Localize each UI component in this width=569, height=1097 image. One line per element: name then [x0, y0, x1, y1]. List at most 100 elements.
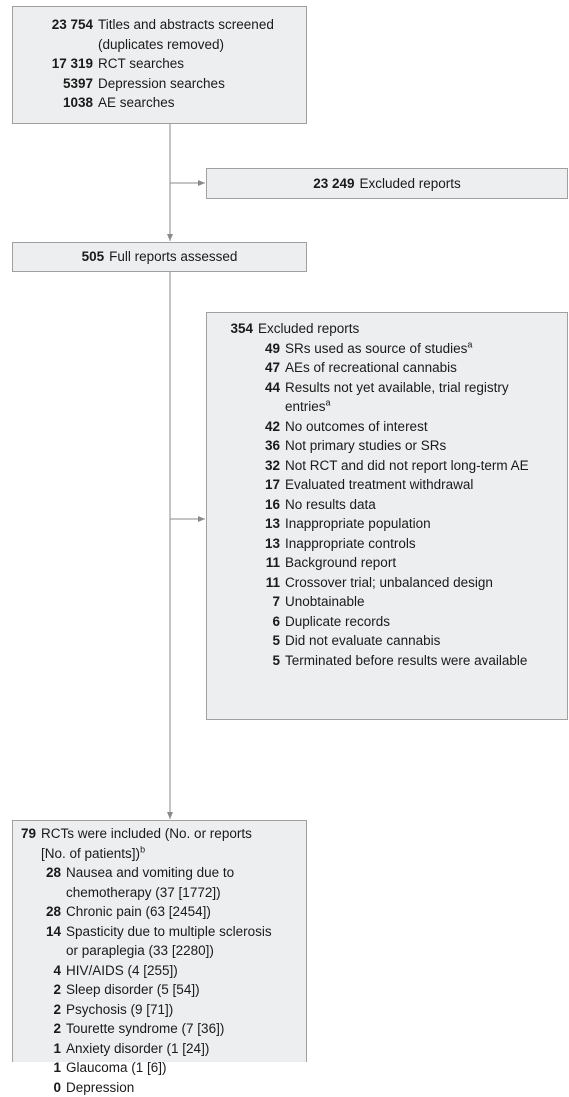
label: Titles and abstracts screened (duplicate… [93, 15, 293, 54]
label: Depression [61, 1078, 281, 1097]
label-text: RCT searches [98, 56, 184, 71]
label-text: AEs of recreational cannabis [285, 360, 457, 375]
label-text: Anxiety disorder (1 [24]) [66, 1041, 209, 1056]
label-text: No outcomes of interest [285, 419, 428, 434]
footnote-mark: b [140, 844, 145, 854]
entry: 11 Crossover trial; unbalanced design [207, 573, 567, 593]
label-text: Glaucoma (1 [6]) [66, 1060, 167, 1075]
label: Did not evaluate cannabis [280, 631, 547, 651]
count: 4 [13, 961, 61, 981]
label-text: Nausea and vomiting due to chemotherapy … [66, 865, 234, 900]
assessed-box: 505 Full reports assessed [12, 242, 307, 272]
label-text: Inappropriate population [285, 516, 431, 531]
entry: 5397 Depression searches [13, 74, 306, 94]
count: 11 [207, 573, 280, 593]
entry: 16 No results data [207, 495, 567, 515]
entry: 6 Duplicate records [207, 612, 567, 632]
label-text: Depression [66, 1080, 134, 1095]
count: 5397 [13, 74, 93, 94]
label: No results data [280, 495, 547, 515]
count: 16 [207, 495, 280, 515]
entry: 1 Anxiety disorder (1 [24]) [13, 1039, 306, 1059]
label: Background report [280, 553, 547, 573]
count: 14 [13, 922, 61, 942]
count: 505 [82, 247, 105, 267]
entry: 5 Terminated before results were availabl… [207, 651, 567, 671]
label: Full reports assessed [104, 247, 237, 267]
label: Duplicate records [280, 612, 547, 632]
label-text: Excluded reports [258, 321, 359, 336]
label-text: Chronic pain (63 [2454]) [66, 904, 211, 919]
count: 17 319 [13, 54, 93, 74]
count: 79 [13, 824, 36, 844]
label: Evaluated treatment withdrawal [280, 475, 547, 495]
label-text: Inappropriate controls [285, 536, 416, 551]
entry: 354 Excluded reports [207, 319, 567, 339]
entry: 13 Inappropriate population [207, 514, 567, 534]
count: 1038 [13, 93, 93, 113]
count: 1 [13, 1058, 61, 1078]
label-text: Duplicate records [285, 614, 390, 629]
count: 5 [207, 651, 280, 671]
entry: 505 Full reports assessed [82, 247, 238, 267]
label-text: Not primary studies or SRs [285, 438, 446, 453]
label-text: SRs used as source of studies [285, 341, 467, 356]
label: Depression searches [93, 74, 293, 94]
count: 23 249 [313, 174, 354, 194]
entry: 2 Sleep disorder (5 [54]) [13, 980, 306, 1000]
label-text: Sleep disorder (5 [54]) [66, 982, 200, 997]
label-text: Unobtainable [285, 594, 365, 609]
count: 2 [13, 980, 61, 1000]
label: Not primary studies or SRs [280, 436, 547, 456]
label: Excluded reports [253, 319, 558, 339]
label-text: Terminated before results were available [285, 653, 527, 668]
label-text: Crossover trial; unbalanced design [285, 575, 493, 590]
entry: 17 319 RCT searches [13, 54, 306, 74]
label-text: Depression searches [98, 76, 225, 91]
label-text: RCTs were included (No. or reports [No. … [41, 826, 252, 861]
count: 6 [207, 612, 280, 632]
entry: 1038 AE searches [13, 93, 306, 113]
count: 1 [13, 1039, 61, 1059]
count: 47 [207, 358, 280, 378]
count: 13 [207, 514, 280, 534]
count: 23 754 [13, 15, 93, 35]
label-text: No results data [285, 497, 376, 512]
label: Unobtainable [280, 592, 547, 612]
label-text: AE searches [98, 95, 175, 110]
label: Chronic pain (63 [2454]) [61, 902, 281, 922]
label: AEs of recreational cannabis [280, 358, 547, 378]
label: Terminated before results were available [280, 651, 547, 671]
count: 17 [207, 475, 280, 495]
label: RCTs were included (No. or reports [No. … [36, 824, 273, 863]
entry: 47 AEs of recreational cannabis [207, 358, 567, 378]
count: 49 [207, 339, 280, 359]
count: 354 [207, 319, 253, 339]
label-text: Tourette syndrome (7 [36]) [66, 1021, 224, 1036]
label-text: Full reports assessed [109, 249, 237, 264]
label: Crossover trial; unbalanced design [280, 573, 547, 593]
label: Nausea and vomiting due to chemotherapy … [61, 863, 281, 902]
label-text: Not RCT and did not report long-term AE [285, 458, 529, 473]
